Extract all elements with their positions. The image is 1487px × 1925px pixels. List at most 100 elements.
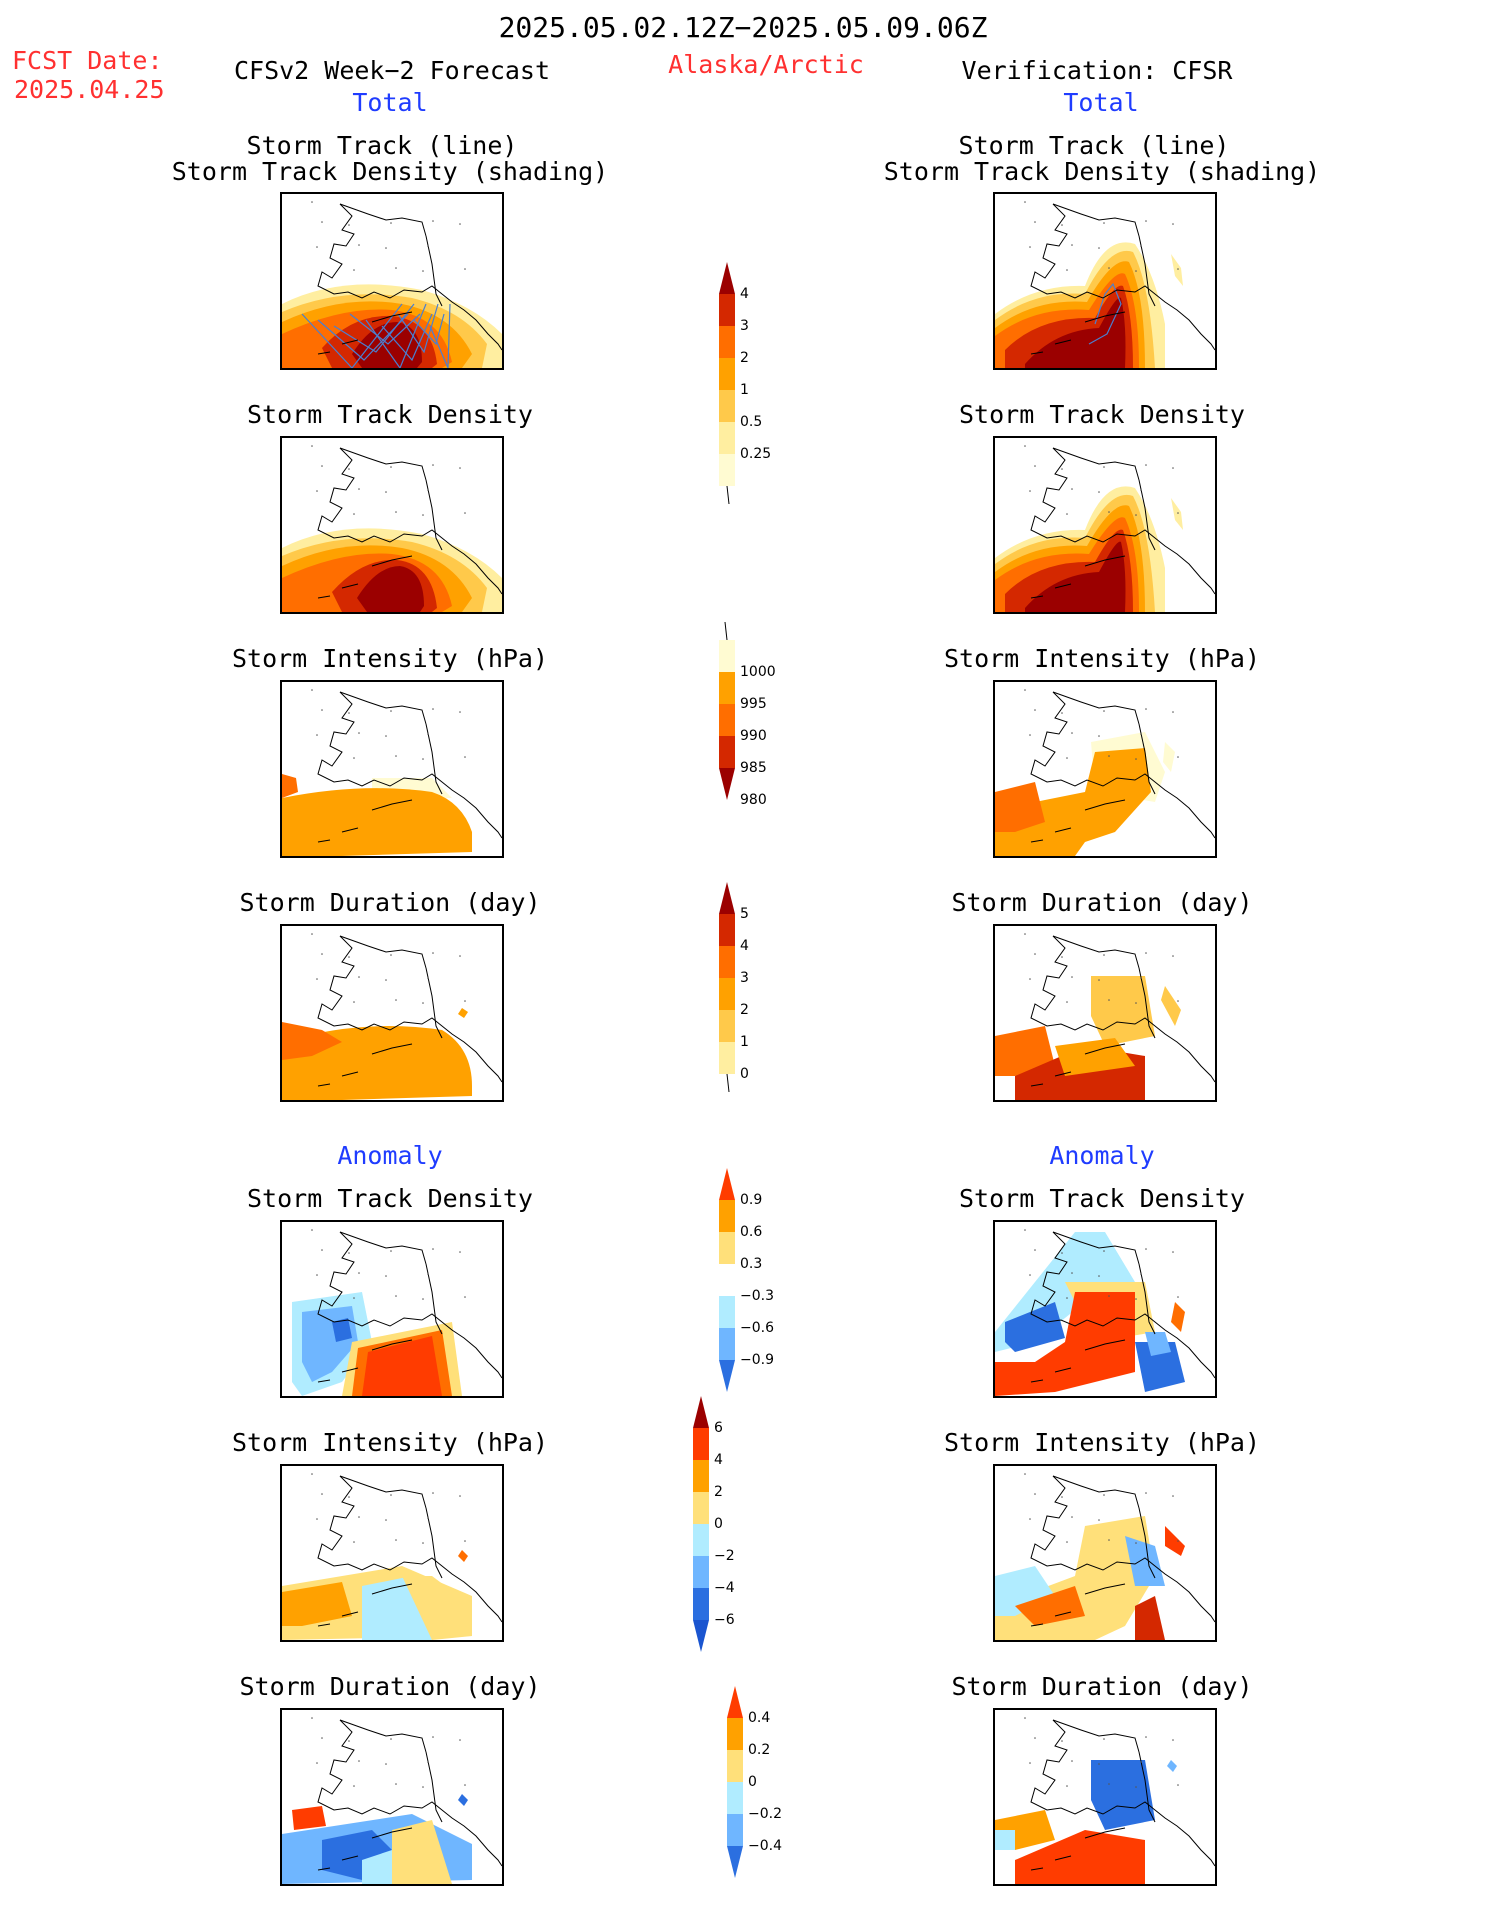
coastline <box>1030 1043 1126 1087</box>
grid-dot <box>390 466 392 468</box>
map-fcst-duration <box>280 924 504 1102</box>
colorbar-tick-label: 1 <box>740 1034 749 1050</box>
map-verif-intensity-anom <box>993 1464 1217 1642</box>
shaded-region <box>1171 254 1183 286</box>
coastline <box>339 1231 427 1265</box>
grid-dot <box>459 711 461 713</box>
grid-dot <box>1172 1251 1174 1253</box>
right-column-title: Verification: CFSR <box>961 56 1233 85</box>
grid-dot <box>348 712 350 714</box>
map-fcst-track-svg <box>282 201 502 368</box>
colorbar-segment <box>727 1718 743 1750</box>
colorbar-tick-label: 980 <box>740 792 767 808</box>
shaded-region <box>362 1850 392 1884</box>
grid-dot <box>1098 1763 1100 1765</box>
grid-dot <box>390 1738 392 1740</box>
grid-dot <box>464 268 466 270</box>
grid-dot <box>353 1785 355 1787</box>
grid-dot <box>348 956 350 958</box>
colorbar-tick-label: 5 <box>740 906 749 922</box>
grid-dot <box>358 1272 360 1274</box>
shaded-region <box>1025 297 1126 368</box>
grid-dot <box>1029 490 1031 492</box>
left-track-line-title: Storm Track (line) <box>246 131 518 160</box>
grid-dot <box>395 999 397 1001</box>
grid-dot <box>422 1002 424 1004</box>
shaded-region <box>1171 498 1183 530</box>
left-intensity-title: Storm Intensity (hPa) <box>231 644 549 673</box>
grid-dot <box>311 201 313 203</box>
grid-dot <box>432 708 434 710</box>
grid-dot <box>459 1739 461 1741</box>
grid-dot <box>1172 1495 1174 1497</box>
grid-dot <box>1177 1296 1179 1298</box>
grid-dot <box>1145 1248 1147 1250</box>
map-fcst-duration-svg <box>282 933 502 1100</box>
coastline <box>317 203 502 351</box>
coastline <box>317 935 502 1083</box>
left-density-title: Storm Track Density <box>247 400 533 429</box>
colorbar-segment <box>719 1328 735 1360</box>
right-intensity-title: Storm Intensity (hPa) <box>943 644 1261 673</box>
grid-dot <box>1061 1740 1063 1742</box>
coastline <box>1030 1719 1215 1867</box>
grid-dot <box>1140 245 1142 247</box>
grid-dot <box>1103 710 1105 712</box>
grid-dot <box>1034 709 1036 711</box>
shaded-region <box>1163 742 1175 772</box>
shaded-region <box>362 1336 442 1396</box>
grid-dot <box>1098 491 1100 493</box>
grid-dot <box>459 467 461 469</box>
coastline <box>339 935 427 969</box>
colorbar-segment <box>719 454 735 486</box>
coastline <box>425 235 443 307</box>
grid-dot <box>432 1248 434 1250</box>
grid-dot <box>321 465 323 467</box>
grid-dot <box>311 1473 313 1475</box>
colorbar-tick-label: 0 <box>714 1516 723 1532</box>
grid-dot <box>395 1295 397 1297</box>
coastline <box>1138 235 1156 307</box>
grid-dot <box>1145 220 1147 222</box>
grid-dot <box>459 955 461 957</box>
shaded-region <box>282 774 298 798</box>
grid-dot <box>1103 1738 1105 1740</box>
grid-dot <box>1066 269 1068 271</box>
grid-dot <box>1177 1000 1179 1002</box>
colorbar-tick-label: −2 <box>714 1548 735 1564</box>
grid-dot <box>316 246 318 248</box>
coastline <box>1030 1583 1126 1627</box>
colorbar-arrow-top <box>719 1168 735 1200</box>
grid-dot <box>1172 1739 1174 1741</box>
coastline <box>1030 691 1215 839</box>
colorbar-tick-label: 0 <box>740 1066 749 1082</box>
grid-dot <box>1098 1519 1100 1521</box>
anomaly-left-label: Anomaly <box>337 1141 443 1170</box>
grid-dot <box>459 1495 461 1497</box>
coastline <box>425 479 443 551</box>
grid-dot <box>316 490 318 492</box>
grid-dot <box>348 468 350 470</box>
colorbar-tick-label: 3 <box>740 318 749 334</box>
colorbar-segment <box>719 1010 735 1042</box>
map-fcst-density-anom <box>280 1220 504 1398</box>
colorbar-tick-label: 4 <box>740 938 749 954</box>
colorbar-tick-label: −0.9 <box>740 1352 774 1368</box>
coastline <box>1030 935 1215 1083</box>
coastline <box>425 1263 443 1335</box>
shaded-region <box>1145 1332 1171 1356</box>
grid-dot <box>390 954 392 956</box>
grid-dot <box>358 732 360 734</box>
grid-dot <box>395 1539 397 1541</box>
grid-dot <box>395 1783 397 1785</box>
grid-dot <box>1071 244 1073 246</box>
grid-dot <box>1103 222 1105 224</box>
coastline <box>1030 203 1215 351</box>
map-fcst-duration-anom <box>280 1708 504 1886</box>
colorbar-segment <box>693 1460 709 1492</box>
left-track-shading-title: Storm Track Density (shading) <box>171 157 609 186</box>
colorbar-tick-label: −0.6 <box>740 1320 774 1336</box>
colorbar-segment <box>719 326 735 358</box>
colorbar-tick-label: 3 <box>740 970 749 986</box>
map-verif-duration-anom-svg <box>995 1717 1215 1884</box>
